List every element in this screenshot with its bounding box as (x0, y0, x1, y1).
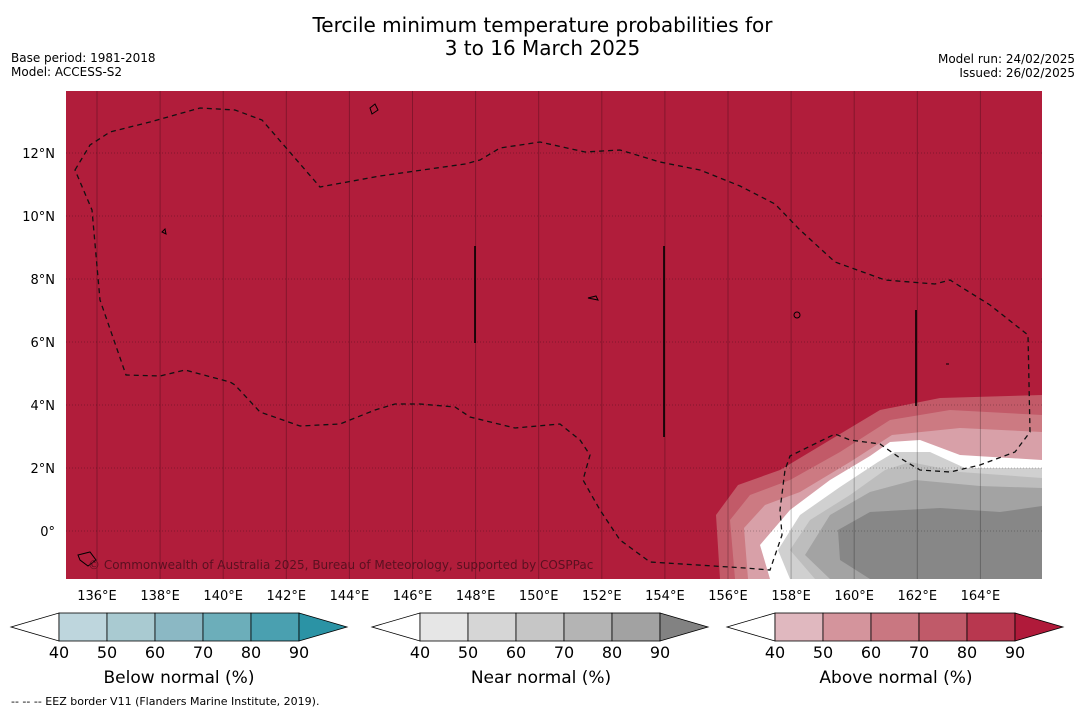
title-line-2: 3 to 16 March 2025 (444, 36, 641, 60)
legend-extend-high (1014, 612, 1065, 642)
legend-swatch (918, 612, 968, 642)
legend-swatch (250, 612, 300, 642)
legend-tick-label: 80 (240, 643, 262, 662)
legend-swatch (467, 612, 517, 642)
x-tick-label: 140°E (203, 589, 243, 604)
island-5 (77, 551, 97, 567)
legend-tick-label: 70 (192, 643, 214, 662)
legend-tick-label: 40 (48, 643, 70, 662)
legend-tick-label: 90 (1004, 643, 1026, 662)
legend-extend-low (725, 612, 776, 642)
legend-tick-label: 40 (409, 643, 431, 662)
legend-below-label: Below normal (%) (103, 668, 255, 688)
probability-field (716, 395, 1042, 579)
y-tick-label: 2°N (31, 462, 56, 477)
x-tick-label: 164°E (961, 589, 1001, 604)
legend-above-normal (725, 612, 1065, 642)
legend-swatch (822, 612, 872, 642)
legend-tick-label: 80 (601, 643, 623, 662)
x-tick-label: 150°E (519, 589, 559, 604)
legend-above-label: Above normal (%) (819, 668, 973, 688)
legend-tick-label: 60 (144, 643, 166, 662)
island-4 (793, 311, 801, 319)
legend-tick-label: 50 (96, 643, 118, 662)
eez-borders (74, 107, 1031, 571)
legend-near-label: Near normal (%) (470, 668, 612, 688)
legend-tick-label: 70 (908, 643, 930, 662)
model-run: Model run: 24/02/2025 (937, 52, 1075, 66)
x-tick-label: 160°E (834, 589, 874, 604)
legend-swatch (563, 612, 613, 642)
legend-tick-label: 70 (553, 643, 575, 662)
legend-tick-label: 60 (505, 643, 527, 662)
y-tick-label: 0° (40, 525, 55, 540)
x-tick-label: 154°E (645, 589, 685, 604)
legend-extend-low (370, 612, 421, 642)
legend-extend-high (298, 612, 349, 642)
base-period: Base period: 1981-2018 (11, 51, 156, 65)
legend-swatch (966, 612, 1016, 642)
legend-extend-low (9, 612, 60, 642)
legend-near-normal (370, 612, 710, 642)
x-tick-label: 152°E (582, 589, 622, 604)
legend-tick-label: 90 (649, 643, 671, 662)
x-tick-label: 156°E (708, 589, 748, 604)
copyright-notice: © Commonwealth of Australia 2025, Bureau… (88, 558, 594, 572)
chart-title: Tercile minimum temperature probabilitie… (0, 14, 1085, 60)
eez-border-palau-fsm-west (74, 107, 1031, 571)
meridian-markers (474, 246, 917, 437)
legend-tick-label: 50 (812, 643, 834, 662)
island-3 (587, 295, 599, 301)
contour-near-80 (838, 506, 1042, 579)
legend-tick-label: 80 (956, 643, 978, 662)
graticule (66, 91, 1042, 579)
y-tick-label: 10°N (22, 210, 55, 225)
y-axis-ticks: 12°N 10°N 8°N 6°N 4°N 2°N 0° (22, 147, 55, 540)
legend-swatch (515, 612, 565, 642)
y-tick-label: 4°N (31, 399, 56, 414)
eez-footnote: -- -- -- EEZ border V11 (Flanders Marine… (11, 695, 320, 708)
legend-swatch (611, 612, 661, 642)
legend-swatch (58, 612, 108, 642)
island-2 (161, 227, 167, 235)
x-tick-label: 158°E (771, 589, 811, 604)
x-axis-ticks: 136°E 138°E 140°E 142°E 144°E 146°E 148°E 150°E… (77, 589, 1000, 604)
x-tick-label: 138°E (140, 589, 180, 604)
x-tick-label: 146°E (393, 589, 433, 604)
island-1 (369, 103, 379, 115)
legend-tick-label: 60 (860, 643, 882, 662)
legend-below-normal (9, 612, 349, 642)
x-tick-label: 142°E (267, 589, 307, 604)
legend-swatch (870, 612, 920, 642)
legend-tick-label: 50 (457, 643, 479, 662)
legend-tick-label: 90 (288, 643, 310, 662)
issued-date: Issued: 26/02/2025 (959, 66, 1075, 80)
legend-swatch (202, 612, 252, 642)
x-tick-label: 136°E (77, 589, 117, 604)
x-tick-label: 144°E (330, 589, 370, 604)
title-line-1: Tercile minimum temperature probabilitie… (312, 13, 773, 37)
legend-swatch (419, 612, 469, 642)
legend-extend-high (659, 612, 710, 642)
legend-swatch (154, 612, 204, 642)
legend-swatch (774, 612, 824, 642)
x-tick-label: 162°E (898, 589, 938, 604)
island-outlines (77, 103, 949, 567)
model-name: Model: ACCESS-S2 (11, 65, 123, 79)
meta-right: Model run: 24/02/2025 Issued: 26/02/2025 (938, 52, 1075, 80)
y-tick-label: 8°N (31, 273, 56, 288)
meta-left: Base period: 1981-2018 Model: ACCESS-S2 (11, 51, 156, 79)
legend-swatch (106, 612, 156, 642)
x-tick-label: 148°E (456, 589, 496, 604)
legend-tick-label: 40 (764, 643, 786, 662)
y-tick-label: 6°N (31, 336, 56, 351)
y-tick-label: 12°N (22, 147, 55, 162)
